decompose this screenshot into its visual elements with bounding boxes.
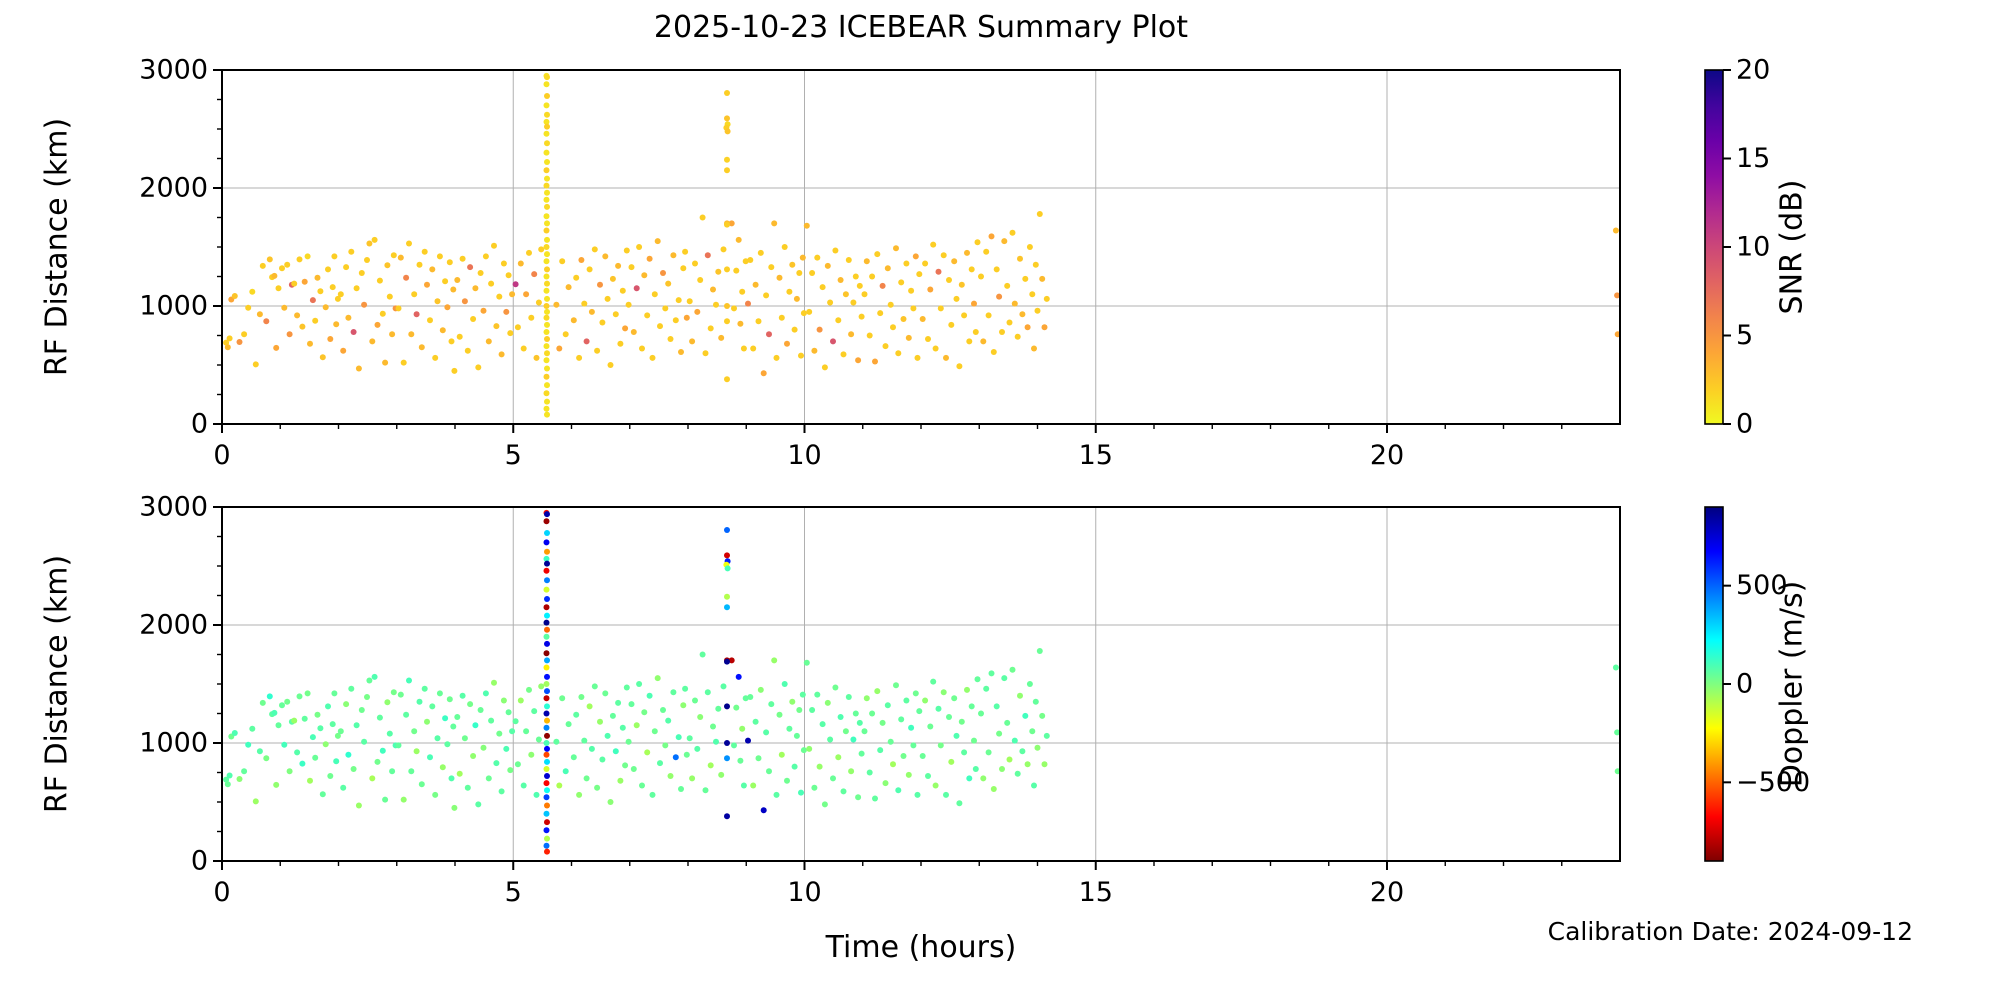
svg-text:20: 20: [1370, 877, 1404, 908]
svg-text:5: 5: [1736, 320, 1753, 351]
svg-text:0: 0: [1736, 409, 1753, 440]
svg-text:5: 5: [505, 877, 522, 908]
svg-text:0: 0: [1736, 669, 1753, 700]
svg-text:20: 20: [1736, 55, 1770, 86]
svg-text:1000: 1000: [139, 728, 208, 759]
svg-text:15: 15: [1079, 440, 1113, 471]
svg-text:15: 15: [1079, 877, 1113, 908]
svg-text:20: 20: [1370, 440, 1404, 471]
svg-text:10: 10: [1736, 232, 1770, 263]
svg-text:0: 0: [213, 877, 230, 908]
svg-text:0: 0: [213, 440, 230, 471]
figure-title: 2025-10-23 ICEBEAR Summary Plot: [653, 10, 1189, 45]
svg-text:2000: 2000: [139, 610, 208, 641]
svg-text:3000: 3000: [139, 492, 208, 523]
calibration-date-text: Calibration Date: 2024-09-12: [1547, 917, 1913, 946]
svg-text:500: 500: [1736, 570, 1788, 601]
svg-text:3000: 3000: [139, 55, 208, 86]
svg-text:10: 10: [787, 440, 821, 471]
svg-text:10: 10: [787, 877, 821, 908]
svg-text:0: 0: [191, 409, 208, 440]
x-axis-label: Time (hours): [825, 930, 1017, 965]
svg-text:15: 15: [1736, 143, 1770, 174]
svg-text:1000: 1000: [139, 291, 208, 322]
svg-text:0: 0: [191, 846, 208, 877]
svg-text:−500: −500: [1736, 767, 1810, 798]
svg-text:2000: 2000: [139, 173, 208, 204]
svg-text:5: 5: [505, 440, 522, 471]
